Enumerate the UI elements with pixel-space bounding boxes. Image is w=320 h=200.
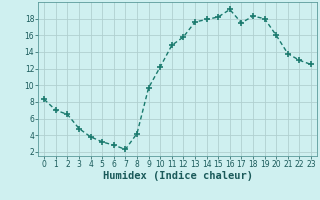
X-axis label: Humidex (Indice chaleur): Humidex (Indice chaleur) <box>103 171 252 181</box>
